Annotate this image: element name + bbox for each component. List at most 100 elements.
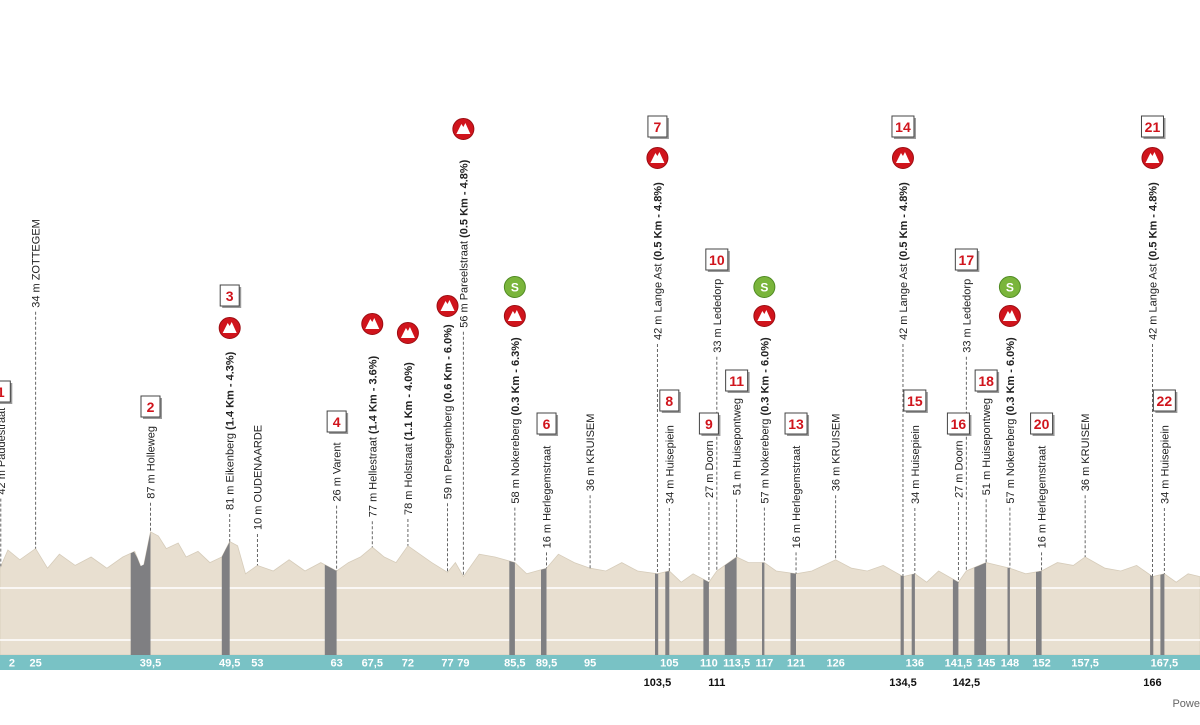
- km-tick-label: 53: [251, 658, 263, 670]
- sector-number-box: 18: [974, 369, 1000, 393]
- climb-icon: [218, 317, 241, 339]
- climb-segment: [1160, 573, 1165, 655]
- km-tick-label: 141,5: [945, 658, 973, 670]
- marker-label: 87 m Holleweg: [145, 426, 157, 499]
- marker-label: 16 m Herlegemstraat: [791, 446, 803, 549]
- sprint-icon: S: [503, 276, 526, 298]
- climb-segment: [974, 562, 987, 655]
- sector-number-box: 15: [903, 389, 928, 413]
- sector-number: 18: [978, 373, 994, 389]
- marker-label: 78 m Holstraat (1.1 Km - 4.0%): [403, 362, 415, 515]
- marker-label: 16 m Herlegemstraat: [1037, 446, 1049, 549]
- km-tick-label: 2: [9, 658, 15, 670]
- marker-label: 51 m Huisepontweg: [732, 398, 744, 495]
- mountain-icon: [507, 310, 522, 321]
- sector-number: 13: [788, 416, 804, 432]
- terrain-layer: [0, 531, 1200, 656]
- sector-number: 20: [1034, 416, 1050, 432]
- marker-label: 77 m Hellestraat (1.4 Km - 3.6%): [367, 355, 379, 517]
- climb-segment: [724, 557, 737, 655]
- sector-number-box: 9: [698, 412, 721, 436]
- sprint-icon-circle: [998, 276, 1021, 298]
- climb-icon: [396, 322, 419, 344]
- sprint-icon-letter: S: [760, 281, 768, 295]
- sector-number: 3: [226, 288, 234, 304]
- sector-number-box: 8: [659, 389, 681, 413]
- mountain-icon: [1002, 310, 1017, 321]
- sector-number-frame: [140, 395, 161, 418]
- sector-number-box: 14: [891, 115, 916, 139]
- km-bar: [0, 655, 1200, 670]
- marker-label: 51 m Huisepontweg: [981, 398, 993, 495]
- climb-segment: [911, 573, 915, 655]
- sector-number-box: 7: [647, 115, 669, 139]
- marker-label: 27 m Doorn: [953, 441, 965, 498]
- mountain-icon: [456, 123, 471, 134]
- marker-label: 42 m Lange Ast (0.5 Km - 4.8%): [898, 182, 910, 340]
- sprint-icon: S: [753, 276, 776, 298]
- sector-number-box: 17: [954, 248, 980, 272]
- km-bar-layer: 2 25 39,5 49,5 53 63 67,5 72 77 79 85,5 89,5 95 105 11…: [0, 655, 1200, 689]
- marker-label: 34 m Huisepiein: [664, 425, 676, 504]
- climb-icon: [436, 295, 459, 317]
- km-tick-label: 121: [787, 658, 805, 670]
- km-tick-label: 148: [1001, 658, 1019, 670]
- climb-icon: [753, 305, 776, 327]
- sector-number-frame: [705, 248, 729, 271]
- marker-label: 26 m Varent: [332, 442, 344, 501]
- sector-number-frame: [659, 389, 680, 412]
- mountain-icon: [895, 152, 910, 163]
- climb-segment: [1036, 571, 1042, 655]
- marker-label: 42 m Lange Ast (0.5 Km - 4.8%): [652, 182, 664, 340]
- sector-number-frame: [1140, 115, 1164, 138]
- mountain-icon: [222, 322, 237, 333]
- mountain-icon: [365, 318, 380, 329]
- marker-label: 10 m OUDENAARDE: [252, 425, 264, 530]
- sector-number-box: 21: [1140, 115, 1166, 139]
- marker-label: 36 m KRUISEM: [585, 414, 597, 492]
- km-tick-label: 110: [700, 658, 718, 670]
- km-tick-label: 126: [826, 658, 844, 670]
- marker-label: 34 m Huisepiein: [910, 425, 922, 504]
- marker-label: 33 m Lededorp: [712, 279, 724, 353]
- km-extra-label: 111: [708, 677, 725, 689]
- km-tick-label: 113,5: [723, 658, 750, 670]
- powered-by-text: Powe: [1172, 698, 1200, 710]
- climb-icon: [503, 305, 526, 327]
- marker-label: 59 m Petegemberg (0.6 Km - 6.0%): [443, 324, 455, 499]
- markers-layer: 42 m Paddestraat 1 34 m ZOTTEGEM 87 m Holle…: [0, 115, 1178, 549]
- km-tick-label: 79: [457, 658, 469, 670]
- km-tick-label: 49,5: [219, 658, 240, 670]
- sector-number-frame: [647, 115, 668, 138]
- climb-segment: [952, 579, 959, 655]
- sector-number: 1: [0, 384, 5, 400]
- sector-number-box: 2: [140, 395, 162, 419]
- sprint-icon-letter: S: [1006, 281, 1014, 295]
- sprint-icon-letter: S: [511, 281, 519, 295]
- climb-icon: [891, 147, 914, 169]
- sector-number: 8: [665, 393, 673, 409]
- km-tick-label: 89,5: [536, 658, 557, 670]
- sector-number-box: 6: [536, 412, 559, 436]
- sector-number-box: 11: [725, 369, 750, 393]
- km-tick-label: 105: [660, 658, 678, 670]
- sector-number-box: 16: [946, 412, 972, 436]
- sector-number-frame: [891, 115, 915, 138]
- marker-label: 27 m Doorn: [704, 441, 716, 498]
- marker-label: 36 m KRUISEM: [831, 414, 843, 492]
- km-tick-label: 167,5: [1151, 658, 1179, 670]
- climb-segment: [541, 568, 547, 655]
- climb-segment: [703, 579, 709, 655]
- sector-number-frame: [784, 412, 808, 435]
- climb-icon: [452, 118, 475, 140]
- mountain-icon: [400, 327, 415, 338]
- climb-segment: [655, 573, 659, 655]
- sector-number: 6: [543, 416, 551, 432]
- marker-label: 58 m Nokereberg (0.3 Km - 6.3%): [510, 337, 522, 504]
- sector-number-frame: [326, 410, 347, 433]
- sector-number: 16: [951, 416, 967, 432]
- marker-label: 42 m Paddestraat: [0, 408, 8, 495]
- sector-number: 9: [705, 416, 713, 432]
- sector-number-frame: [946, 412, 970, 435]
- sector-number-frame: [1152, 389, 1176, 412]
